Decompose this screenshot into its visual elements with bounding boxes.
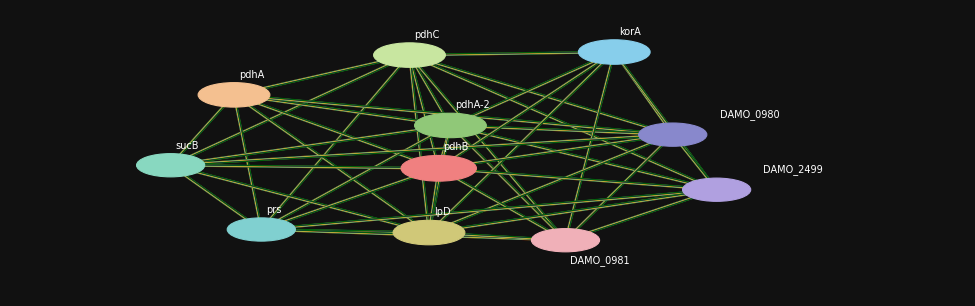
Ellipse shape bbox=[198, 83, 270, 107]
Text: lpD: lpD bbox=[434, 207, 450, 217]
Text: DAMO_0980: DAMO_0980 bbox=[720, 109, 779, 120]
Ellipse shape bbox=[531, 229, 600, 252]
Text: pdhA-2: pdhA-2 bbox=[455, 100, 490, 110]
Text: pdhC: pdhC bbox=[414, 30, 440, 40]
Text: prs: prs bbox=[266, 205, 282, 215]
Ellipse shape bbox=[414, 113, 487, 138]
Text: pdhB: pdhB bbox=[444, 142, 469, 152]
Text: korA: korA bbox=[619, 27, 641, 37]
Text: DAMO_2499: DAMO_2499 bbox=[763, 164, 823, 175]
Ellipse shape bbox=[639, 123, 707, 146]
Ellipse shape bbox=[136, 154, 205, 177]
Text: sucB: sucB bbox=[176, 140, 199, 151]
Ellipse shape bbox=[682, 178, 751, 201]
Text: pdhA: pdhA bbox=[239, 69, 264, 80]
Ellipse shape bbox=[227, 218, 295, 241]
Ellipse shape bbox=[373, 43, 446, 67]
Text: DAMO_0981: DAMO_0981 bbox=[570, 255, 630, 266]
Ellipse shape bbox=[393, 220, 465, 245]
Ellipse shape bbox=[401, 155, 477, 181]
Ellipse shape bbox=[578, 40, 650, 64]
